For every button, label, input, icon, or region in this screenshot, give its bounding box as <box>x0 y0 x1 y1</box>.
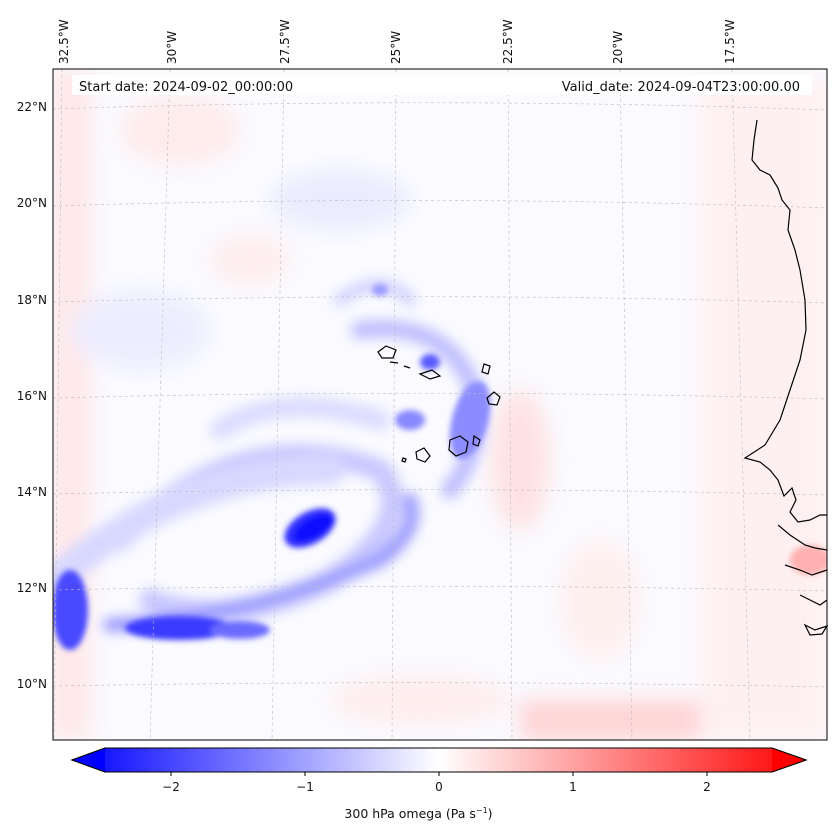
colorbar-label-end: ) <box>487 806 493 822</box>
lat-label-14n: 14°N <box>17 485 47 499</box>
colorbar-extend-low <box>72 748 105 772</box>
omega-field <box>53 70 827 740</box>
map-frame <box>52 68 828 741</box>
colorbar-tick-2: 2 <box>703 780 711 794</box>
lat-label-20n: 20°N <box>17 196 47 210</box>
start-date-box <box>72 75 812 95</box>
lon-label-25w: 25°W <box>389 31 403 64</box>
colorbar: −2 −1 0 1 2 <box>70 747 808 794</box>
lat-label-10n: 10°N <box>17 677 47 691</box>
lon-label-22-5w: 22.5°W <box>501 19 515 64</box>
colorbar-bar <box>70 747 808 773</box>
colorbar-tick-neg2: −2 <box>162 780 180 794</box>
longitude-labels: 32.5°W 30°W 27.5°W 25°W 22.5°W 20°W 17.5… <box>57 19 737 64</box>
colorbar-tick-0: 0 <box>435 780 443 794</box>
graticule <box>53 69 827 740</box>
start-date-text: Start date: 2024-09-02_00:00:00 <box>79 80 293 95</box>
lon-label-17-5w: 17.5°W <box>723 19 737 64</box>
valid-date-text: Valid_date: 2024-09-04T23:00:00.00 <box>562 80 800 95</box>
lat-label-16n: 16°N <box>17 389 47 403</box>
coastlines <box>377 119 829 636</box>
colorbar-tick-1: 1 <box>569 780 577 794</box>
lon-label-27-5w: 27.5°W <box>278 19 292 64</box>
colorbar-extend-high <box>772 748 806 772</box>
lat-label-22n: 22°N <box>17 100 47 114</box>
lat-label-12n: 12°N <box>17 581 47 595</box>
latitude-labels: 22°N 20°N 18°N 16°N 14°N 12°N 10°N <box>17 100 47 691</box>
colorbar-label: 300 hPa omega (Pa s−1) <box>0 806 837 821</box>
lat-label-18n: 18°N <box>17 293 47 307</box>
lon-label-20w: 20°W <box>611 31 625 64</box>
colorbar-tick-neg1: −1 <box>296 780 314 794</box>
colorbar-label-exponent: −1 <box>475 806 488 815</box>
lon-label-32-5w: 32.5°W <box>57 19 71 64</box>
map-panel: Start date: 2024-09-02_00:00:00 Valid_da… <box>52 68 829 741</box>
lon-label-30w: 30°W <box>165 31 179 64</box>
colorbar-label-text: 300 hPa omega (Pa s <box>344 806 476 822</box>
